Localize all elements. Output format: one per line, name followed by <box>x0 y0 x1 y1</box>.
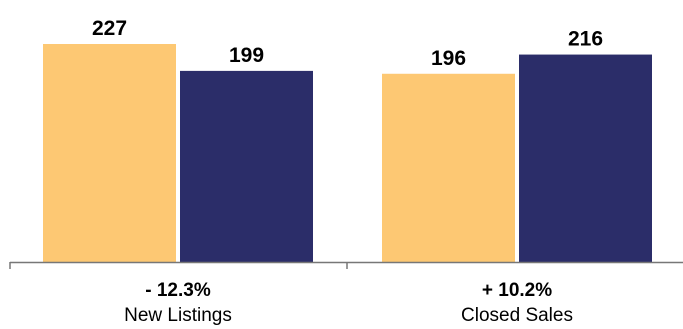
bars-group <box>43 44 652 262</box>
bar-new-listings-series-2 <box>180 71 313 262</box>
data-label: 196 <box>431 47 466 70</box>
change-percent-label: - 12.3% <box>145 280 211 301</box>
data-label: 216 <box>568 28 603 51</box>
bar-new-listings-series-1 <box>43 44 176 262</box>
bar-closed-sales-series-1 <box>382 74 515 262</box>
bar-closed-sales-series-2 <box>519 55 652 262</box>
data-label: 227 <box>92 17 127 40</box>
x-axis <box>10 262 683 269</box>
change-percent-label: + 10.2% <box>482 280 552 301</box>
data-label: 199 <box>229 44 264 67</box>
category-tick-label: New Listings <box>124 305 232 326</box>
category-tick-label: Closed Sales <box>461 305 573 326</box>
